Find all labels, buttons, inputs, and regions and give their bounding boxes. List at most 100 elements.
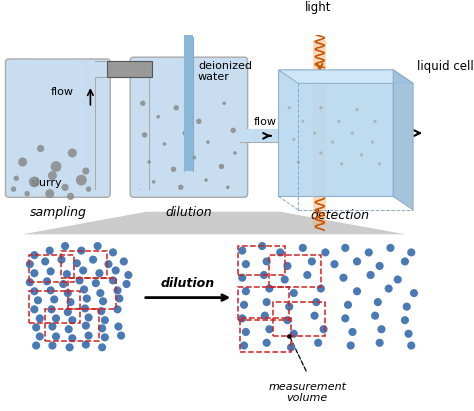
Circle shape <box>84 314 92 321</box>
Circle shape <box>117 332 125 339</box>
Circle shape <box>314 339 322 347</box>
Circle shape <box>403 302 411 311</box>
Circle shape <box>371 141 374 144</box>
Circle shape <box>310 312 319 320</box>
Circle shape <box>360 153 363 157</box>
Circle shape <box>113 286 121 294</box>
Circle shape <box>64 325 73 333</box>
Circle shape <box>371 312 379 320</box>
Circle shape <box>68 316 76 324</box>
Circle shape <box>104 260 112 268</box>
Circle shape <box>124 271 132 279</box>
Circle shape <box>14 175 19 181</box>
Circle shape <box>407 342 415 350</box>
Circle shape <box>331 141 334 144</box>
Circle shape <box>86 187 91 192</box>
Circle shape <box>196 119 201 124</box>
Circle shape <box>288 106 291 109</box>
Text: deionized
water: deionized water <box>198 61 252 82</box>
Bar <box>68 278 116 309</box>
FancyBboxPatch shape <box>5 59 110 197</box>
Circle shape <box>47 305 55 314</box>
Circle shape <box>171 166 176 172</box>
Bar <box>62 251 107 278</box>
Circle shape <box>353 257 361 266</box>
Circle shape <box>79 266 87 275</box>
FancyBboxPatch shape <box>130 57 248 197</box>
Circle shape <box>374 120 377 123</box>
Circle shape <box>303 271 311 279</box>
Circle shape <box>36 332 44 341</box>
Circle shape <box>265 284 273 293</box>
Circle shape <box>113 305 121 314</box>
Circle shape <box>68 334 76 342</box>
Circle shape <box>29 176 40 187</box>
Circle shape <box>206 140 210 144</box>
Circle shape <box>346 342 355 350</box>
Circle shape <box>238 314 246 323</box>
Circle shape <box>46 286 55 294</box>
Circle shape <box>281 275 289 284</box>
Circle shape <box>348 328 356 336</box>
Circle shape <box>82 341 90 349</box>
Circle shape <box>301 120 304 123</box>
Circle shape <box>308 257 316 266</box>
Circle shape <box>258 242 266 250</box>
Circle shape <box>290 330 298 338</box>
Circle shape <box>312 298 320 306</box>
Circle shape <box>219 164 224 169</box>
Circle shape <box>57 256 65 264</box>
Circle shape <box>101 316 109 324</box>
Text: slurry: slurry <box>30 178 62 188</box>
Text: dilution: dilution <box>165 206 212 219</box>
Circle shape <box>37 145 44 152</box>
Circle shape <box>26 278 34 286</box>
Circle shape <box>68 148 77 157</box>
Circle shape <box>240 301 248 309</box>
Circle shape <box>101 333 109 342</box>
Circle shape <box>114 323 122 330</box>
Circle shape <box>297 160 300 164</box>
Circle shape <box>238 274 246 282</box>
Circle shape <box>18 157 27 166</box>
Text: pump: pump <box>114 64 144 74</box>
Circle shape <box>156 115 160 119</box>
Circle shape <box>290 289 298 297</box>
Bar <box>238 246 285 275</box>
Circle shape <box>64 308 72 316</box>
Circle shape <box>142 132 147 138</box>
Circle shape <box>384 284 393 293</box>
Circle shape <box>344 301 352 309</box>
Circle shape <box>287 343 295 351</box>
Circle shape <box>261 312 269 320</box>
Circle shape <box>233 151 237 155</box>
Circle shape <box>52 314 60 323</box>
Circle shape <box>401 257 409 266</box>
Circle shape <box>92 279 100 287</box>
Circle shape <box>32 323 40 332</box>
Bar <box>269 255 321 287</box>
Circle shape <box>62 184 69 191</box>
Circle shape <box>353 287 361 296</box>
Bar <box>313 40 326 225</box>
Circle shape <box>222 102 226 105</box>
Circle shape <box>321 248 329 256</box>
Polygon shape <box>393 70 413 210</box>
Circle shape <box>80 285 88 293</box>
Circle shape <box>89 256 97 264</box>
Circle shape <box>82 167 90 175</box>
Circle shape <box>48 323 56 330</box>
Circle shape <box>93 242 102 250</box>
Circle shape <box>30 269 38 277</box>
Circle shape <box>140 101 146 106</box>
Circle shape <box>109 276 117 284</box>
Text: light: light <box>305 1 331 14</box>
Circle shape <box>81 305 89 312</box>
Circle shape <box>378 162 381 166</box>
Circle shape <box>66 298 74 306</box>
Circle shape <box>41 257 49 266</box>
Circle shape <box>351 132 354 135</box>
Circle shape <box>50 296 58 303</box>
Circle shape <box>341 244 349 252</box>
Bar <box>273 302 326 337</box>
